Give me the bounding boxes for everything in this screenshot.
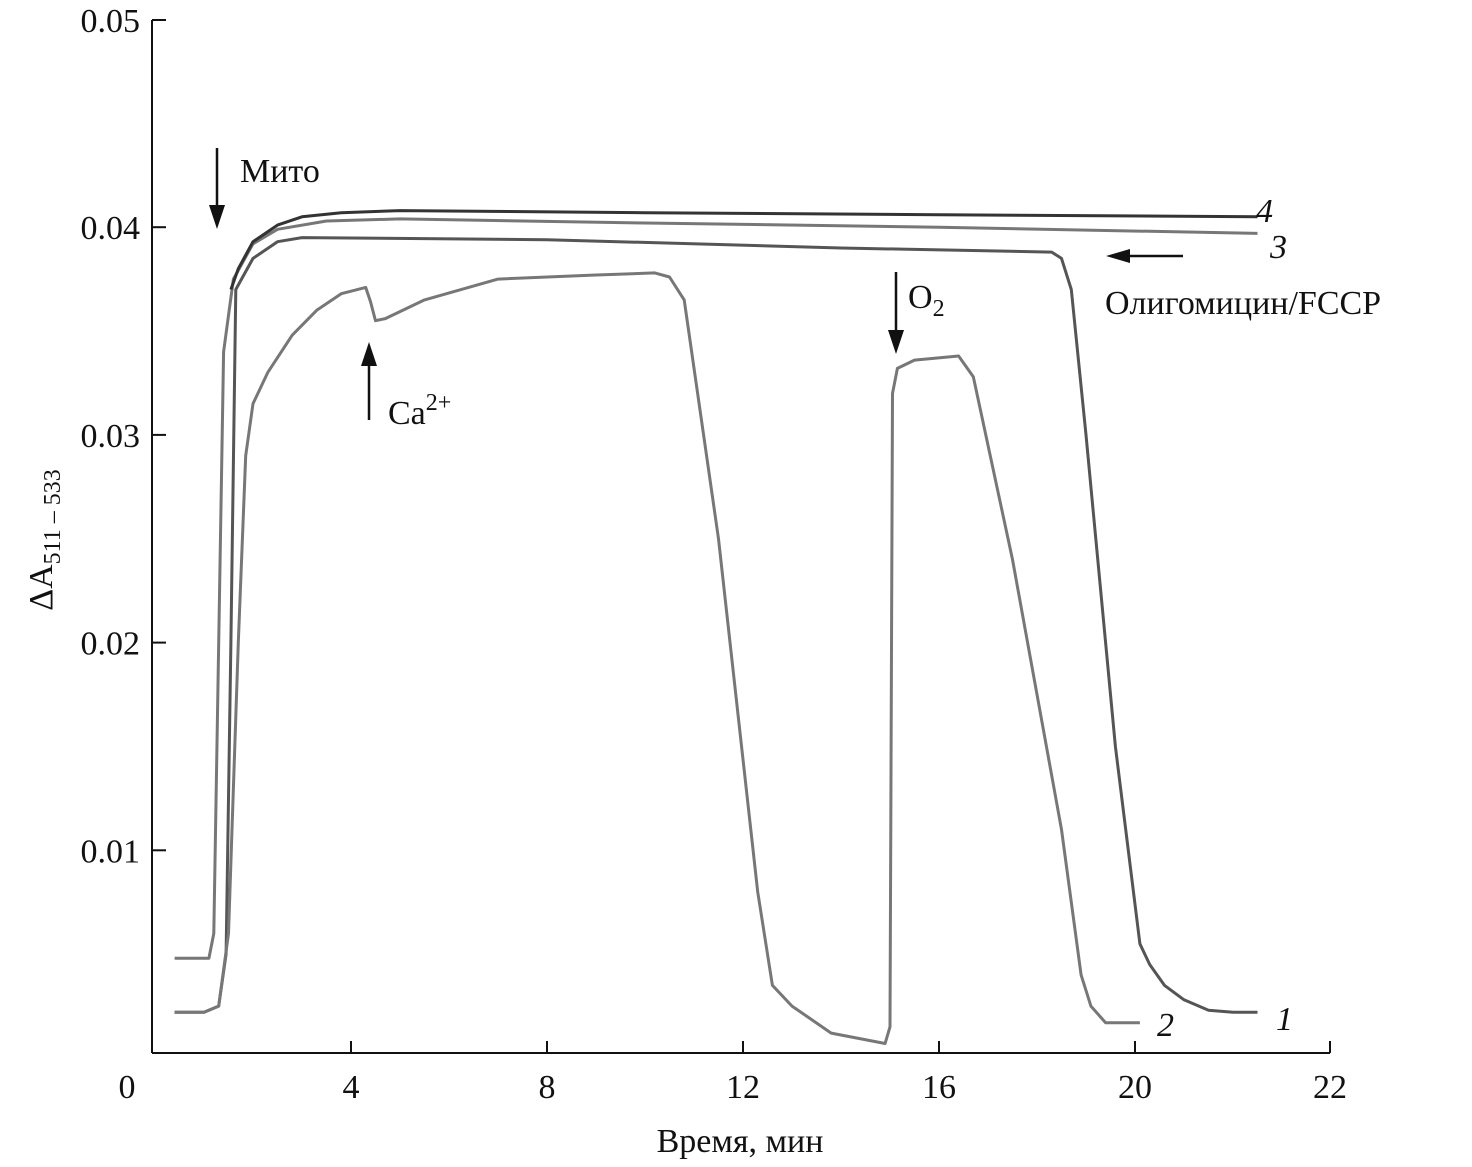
curve-label-3: 3 [1269,229,1287,266]
y-axis-label-main: ΔA [23,564,60,611]
ca-arrowhead [361,342,377,366]
x-tick-label: 20 [1118,1069,1152,1106]
series-line-4 [229,209,1258,291]
ca-text: Ca [388,395,426,432]
curve-label-1: 1 [1276,1001,1293,1038]
y-tick-label: 0.05 [81,3,141,40]
series-line-1 [174,236,1258,1014]
annotations: Мито Ca2+ O2 Олигомицин/FCCP [209,148,1381,432]
axes: 0 4 8 12 16 20 220.010.020.030.040.05 [81,3,1348,1106]
y-tick-label: 0.04 [81,210,141,247]
series-group [174,209,1258,1045]
oligo-arrowhead [1106,249,1130,263]
series-line-3 [174,217,1258,960]
x-tick-label: 8 [539,1069,556,1106]
x-axis-label: Время, мин [657,1123,824,1160]
curve-label-2: 2 [1157,1007,1174,1044]
ca-superscript: 2+ [426,390,452,416]
o2-subscript: 2 [933,296,945,322]
o2-label: O2 [908,279,945,322]
o2-text: O [908,279,933,316]
y-axis-label: ΔA511 – 533 [23,469,66,611]
y-tick-label: 0.03 [81,418,141,455]
y-axis-label-subscript: 511 – 533 [40,469,66,564]
o2-arrowhead [888,330,904,354]
series-line-2 [174,271,1140,1045]
y-tick-label: 0.02 [81,626,141,663]
x-tick-label: 4 [343,1069,360,1106]
oligo-label: Олигомицин/FCCP [1105,285,1381,322]
x-tick-label: 0 [119,1069,136,1106]
ca-label: Ca2+ [388,390,451,432]
y-tick-label: 0.01 [81,833,141,870]
curve-label-4: 4 [1256,193,1273,230]
mito-label: Мито [240,153,320,190]
x-tick-label: 16 [922,1069,956,1106]
x-tick-label: 22 [1313,1069,1347,1106]
mito-arrowhead [209,205,225,229]
x-tick-label: 12 [726,1069,760,1106]
curve-labels: 4 3 2 1 [1157,193,1293,1044]
